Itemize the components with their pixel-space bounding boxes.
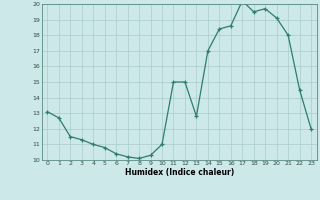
- X-axis label: Humidex (Indice chaleur): Humidex (Indice chaleur): [124, 168, 234, 177]
